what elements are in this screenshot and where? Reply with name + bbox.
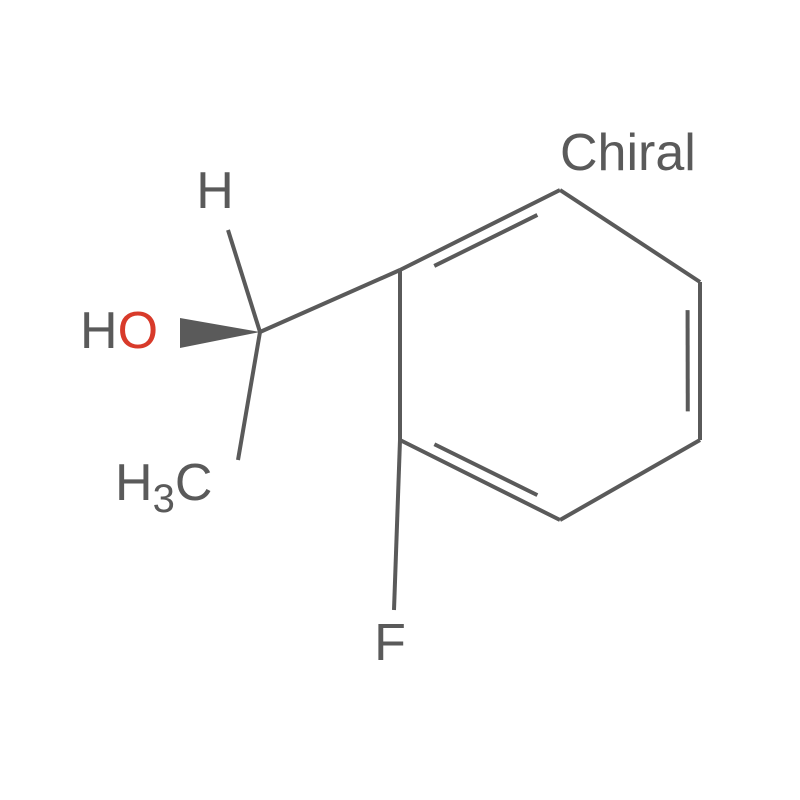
atom-label-hydroxyl: HO <box>80 302 158 360</box>
molecule-diagram: Chiral H HO H3C F <box>0 0 800 800</box>
chiral-annotation: Chiral <box>560 124 696 182</box>
atom-label-fluorine: F <box>374 614 406 672</box>
atom-label-hydrogen: H <box>196 162 234 220</box>
stereo-wedge <box>180 318 260 348</box>
bonds-group <box>228 190 700 610</box>
atom-label-methyl: H3C <box>115 454 212 521</box>
